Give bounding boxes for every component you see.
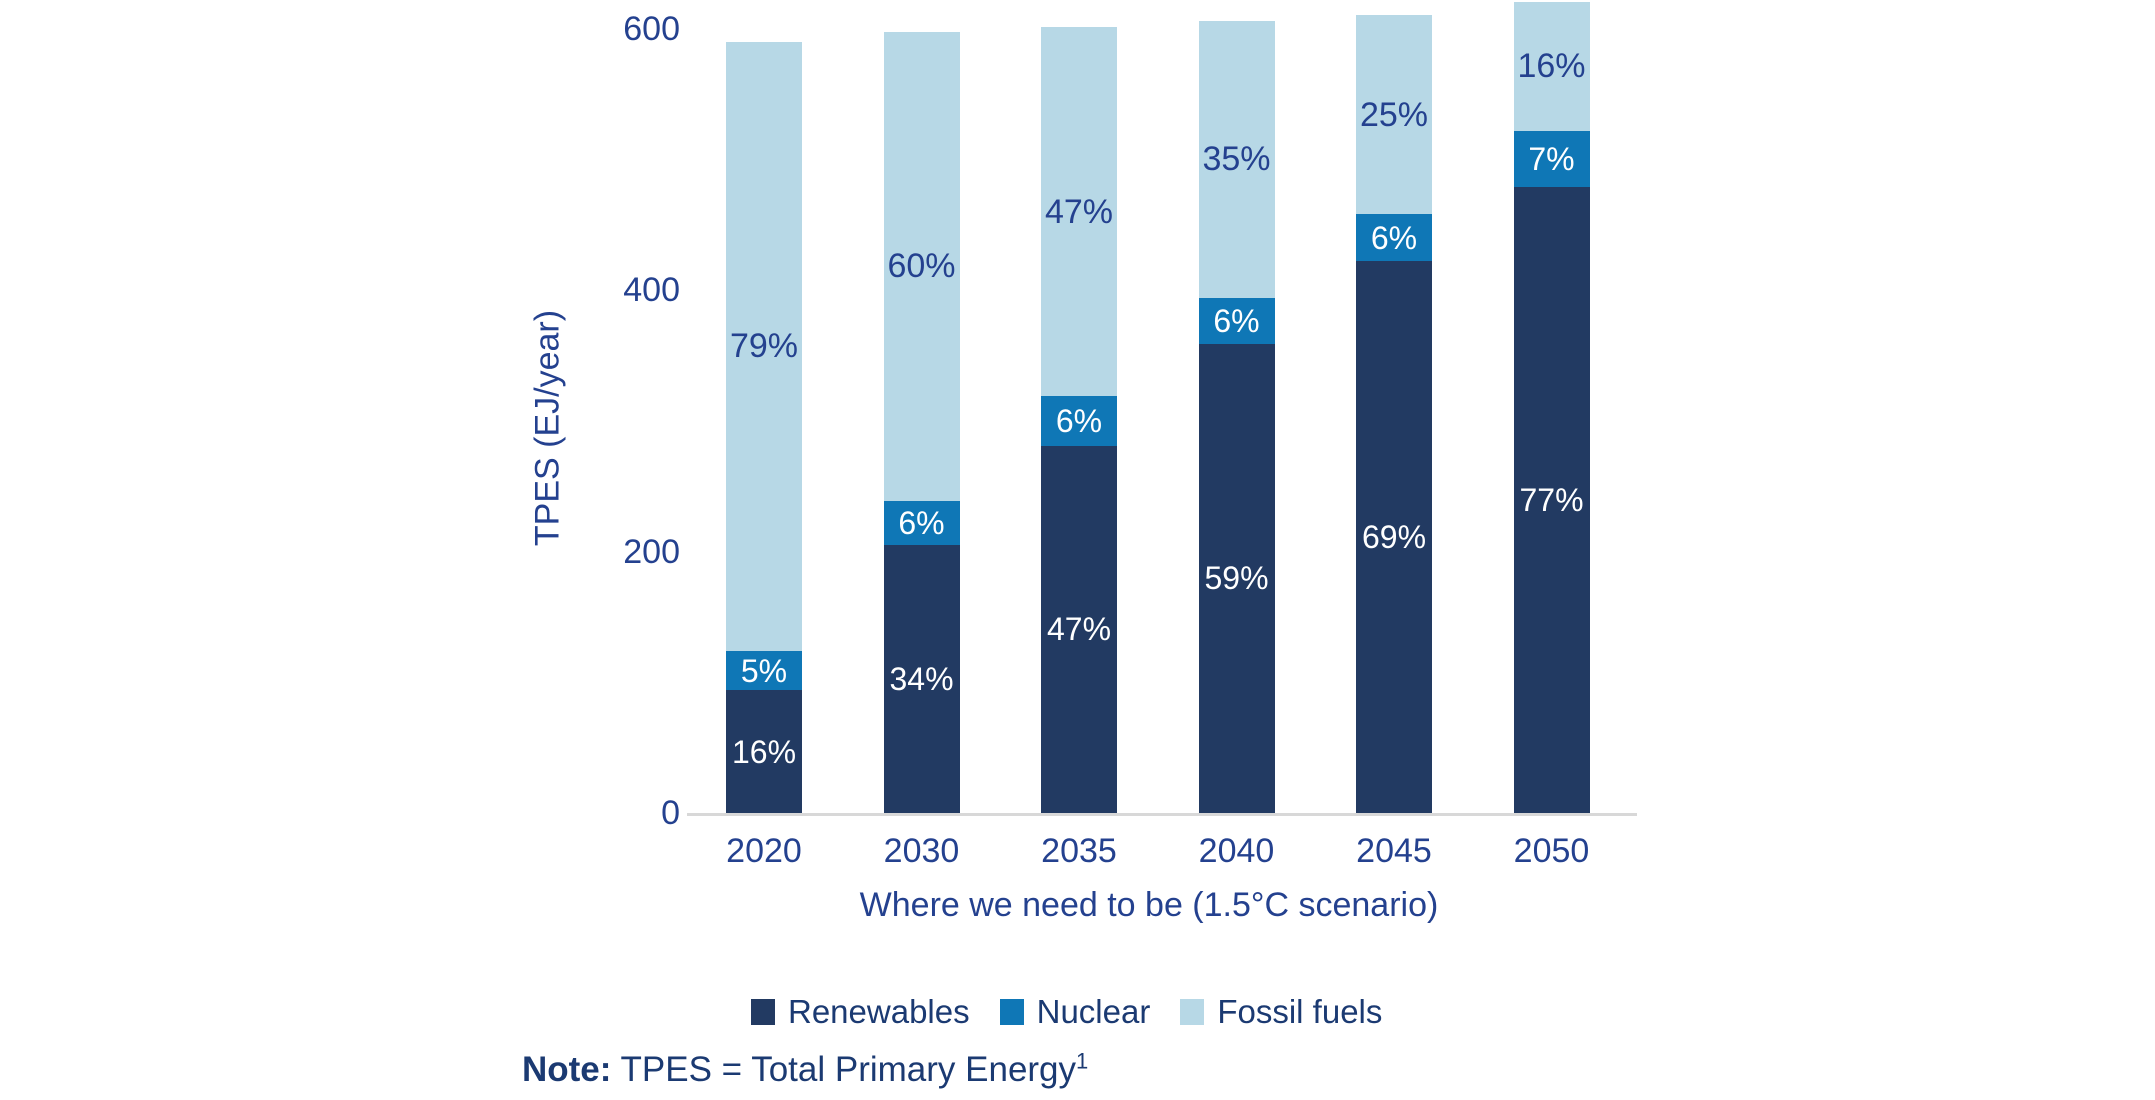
segment-label-renewables-2020: 16% xyxy=(731,733,797,770)
footnote-superscript: 1 xyxy=(1076,1048,1089,1074)
legend-swatch-nuclear xyxy=(999,999,1024,1025)
segment-nuclear-2045: 6% xyxy=(1356,214,1432,262)
segment-label-nuclear-2045: 6% xyxy=(1370,219,1418,256)
segment-label-nuclear-2035: 6% xyxy=(1055,402,1103,439)
segment-fossil-fuels-2035: 47% xyxy=(1041,27,1117,396)
bar-2035: 47% 6% 47% xyxy=(1041,27,1117,813)
plot-area: 16% 5% 79% 34% 6% 60% 47% 6% 47% 59% 6% 35% 69% 6% 25%… xyxy=(687,0,1637,816)
segment-nuclear-2030: 6% xyxy=(883,500,960,545)
segment-renewables-2030: 34% xyxy=(883,544,960,813)
segment-renewables-2035: 47% xyxy=(1041,445,1117,813)
segment-label-fossil-fuels-2045: 25% xyxy=(1359,95,1429,134)
footnote-text: TPES = Total Primary Energy xyxy=(611,1050,1077,1089)
segment-renewables-2040: 59% xyxy=(1198,343,1275,813)
segment-label-fossil-fuels-2020: 79% xyxy=(729,327,799,366)
y-tick-400: 400 xyxy=(623,271,680,309)
segment-label-renewables-2030: 34% xyxy=(889,660,954,697)
x-tick-2040: 2040 xyxy=(1198,832,1275,870)
legend-label-renewables: Renewables xyxy=(788,993,970,1030)
legend: Renewables Nuclear Fossil fuels xyxy=(751,993,1382,1031)
segment-label-renewables-2035: 47% xyxy=(1046,611,1112,648)
y-tick-0: 0 xyxy=(661,794,680,832)
footnote: Note: TPES = Total Primary Energy1 xyxy=(522,1050,1088,1090)
segment-renewables-2020: 16% xyxy=(726,690,802,813)
segment-nuclear-2035: 6% xyxy=(1041,395,1117,446)
segment-nuclear-2040: 6% xyxy=(1198,297,1275,344)
segment-label-nuclear-2020: 5% xyxy=(740,652,788,689)
segment-renewables-2045: 69% xyxy=(1356,261,1432,813)
x-tick-2045: 2045 xyxy=(1356,832,1432,870)
x-axis-title: Where we need to be (1.5°C scenario) xyxy=(859,886,1439,924)
x-tick-2050: 2050 xyxy=(1513,832,1590,870)
x-tick-2035: 2035 xyxy=(1041,832,1117,870)
bar-2050: 77% 7% 16% xyxy=(1513,2,1590,813)
segment-label-nuclear-2030: 6% xyxy=(898,504,945,541)
bar-2030: 34% 6% 60% xyxy=(883,32,960,813)
segment-label-nuclear-2050: 7% xyxy=(1528,140,1575,177)
segment-label-renewables-2050: 77% xyxy=(1519,481,1584,518)
bar-2045: 69% 6% 25% xyxy=(1356,15,1432,813)
legend-item-fossil-fuels: Fossil fuels xyxy=(1180,993,1382,1031)
segment-label-fossil-fuels-2050: 16% xyxy=(1517,47,1586,86)
y-tick-200: 200 xyxy=(623,532,680,571)
segment-label-fossil-fuels-2040: 35% xyxy=(1202,140,1271,179)
bar-2040: 59% 6% 35% xyxy=(1198,20,1275,813)
legend-swatch-renewables xyxy=(751,999,775,1025)
segment-nuclear-2020: 5% xyxy=(726,650,802,691)
segment-renewables-2050: 77% xyxy=(1513,186,1590,813)
segment-label-renewables-2040: 59% xyxy=(1204,560,1269,597)
segment-label-fossil-fuels-2030: 60% xyxy=(887,247,956,286)
footnote-label: Note: xyxy=(522,1050,612,1089)
segment-fossil-fuels-2040: 35% xyxy=(1198,20,1275,298)
bar-2020: 16% 5% 79% xyxy=(726,41,802,813)
segment-fossil-fuels-2050: 16% xyxy=(1513,2,1590,131)
segment-nuclear-2050: 7% xyxy=(1513,130,1590,187)
segment-fossil-fuels-2020: 79% xyxy=(726,41,802,651)
y-axis-title: TPES (EJ/year) xyxy=(528,309,567,547)
segment-label-fossil-fuels-2035: 47% xyxy=(1044,192,1114,231)
legend-item-renewables: Renewables xyxy=(751,993,970,1031)
legend-label-nuclear: Nuclear xyxy=(1036,993,1151,1030)
legend-swatch-fossil-fuels xyxy=(1180,999,1205,1025)
segment-label-nuclear-2040: 6% xyxy=(1213,302,1260,339)
segment-fossil-fuels-2030: 60% xyxy=(883,32,960,501)
x-tick-2030: 2030 xyxy=(883,832,960,870)
segment-label-renewables-2045: 69% xyxy=(1361,519,1427,556)
segment-fossil-fuels-2045: 25% xyxy=(1356,15,1432,215)
x-tick-2020: 2020 xyxy=(726,832,802,870)
legend-item-nuclear: Nuclear xyxy=(999,993,1151,1031)
y-tick-600: 600 xyxy=(623,9,680,48)
legend-label-fossil-fuels: Fossil fuels xyxy=(1217,993,1383,1030)
